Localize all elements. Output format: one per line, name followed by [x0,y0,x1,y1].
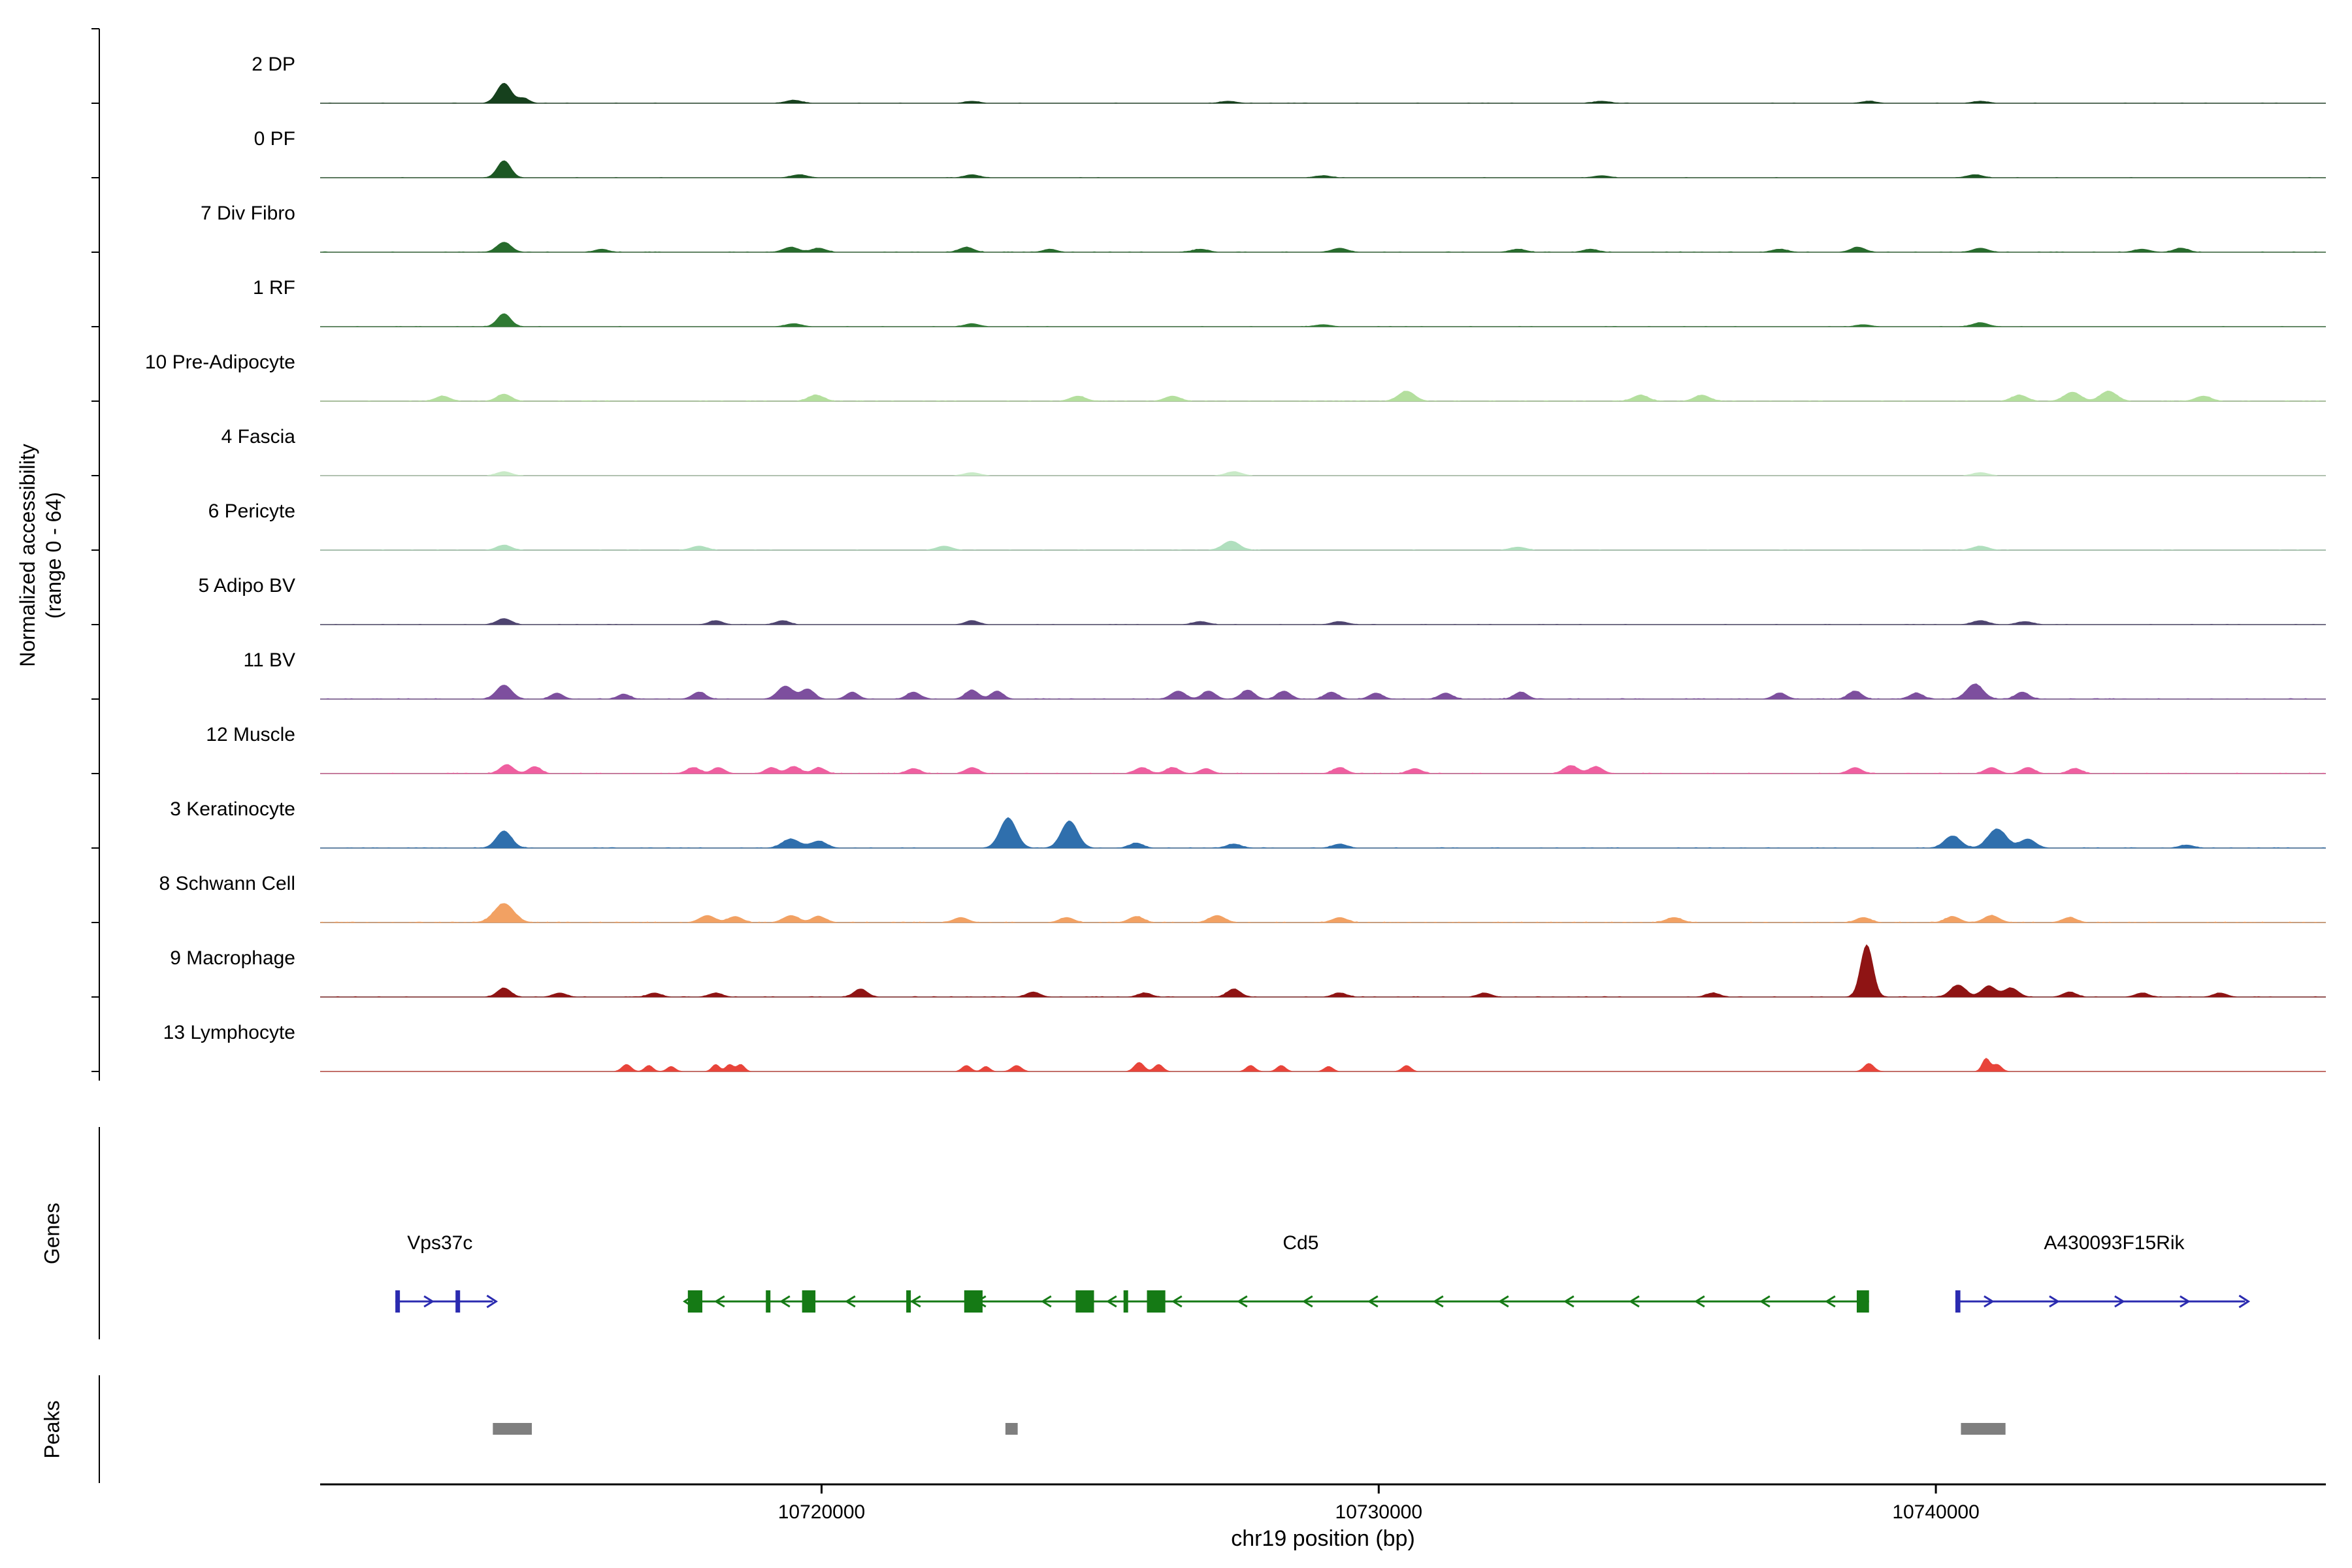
track-label-5-adipo-bv: 5 Adipo BV [198,575,295,596]
gene-strand-arrow [1563,1295,1575,1308]
track-label-9-macrophage: 9 Macrophage [170,947,295,969]
track-label-3-keratinocyte: 3 Keratinocyte [170,798,295,820]
signal-track-8-schwann-cell [319,903,2326,923]
gene-strand-arrow [844,1295,856,1308]
gene-end-arrowhead [2238,1294,2251,1309]
gene-exon-cd5 [964,1290,983,1313]
gene-strand-arrow [1171,1295,1183,1308]
signal-track-6-pericyte [320,540,2326,551]
peak-region-box [493,1423,532,1435]
signal-track-11-bv [320,683,2326,700]
gene-exon-vps37c [395,1290,400,1313]
signal-track-10-pre-adipocyte [320,390,2326,402]
signal-track-9-macrophage [320,944,2326,998]
peak-region-box [1961,1423,2006,1435]
signal-track-12-muscle [320,764,2326,774]
x-axis-title: chr19 position (bp) [1231,1526,1415,1551]
gene-strand-arrow [779,1295,791,1308]
gene-exon-cd5 [1856,1290,1869,1313]
gene-strand-arrow [1693,1295,1705,1308]
x-axis-tick-label: 10720000 [778,1501,865,1523]
gene-strand-arrow [1759,1295,1771,1308]
gene-strand-arrow [2114,1295,2125,1308]
track-label-2-dp: 2 DP [252,54,295,75]
signal-track-3-keratinocyte [320,817,2326,849]
gene-name-vps37c: Vps37c [407,1232,472,1254]
gene-end-arrowhead [486,1294,498,1309]
track-label-0-pf: 0 PF [253,128,295,150]
gene-exon-cd5 [687,1290,703,1313]
signal-track-13-lymphocyte [320,1058,2326,1072]
gene-exon-vps37c [455,1290,461,1313]
gene-strand-arrow [1301,1295,1313,1308]
gene-name-cd5: Cd5 [1282,1232,1318,1254]
gene-strand-arrow [909,1295,921,1308]
gene-name-a430093f15rik: A430093F15Rik [2044,1232,2185,1254]
gene-strand-arrow [1236,1295,1248,1308]
x-axis-tick-label: 10730000 [1335,1501,1422,1523]
gene-exon-cd5 [1147,1290,1166,1313]
gene-strand-arrow [1497,1295,1509,1308]
track-label-12-muscle: 12 Muscle [206,724,295,745]
gene-strand-arrow [1040,1295,1052,1308]
track-label-10-pre-adipocyte: 10 Pre-Adipocyte [144,351,295,373]
track-label-7-div-fibro: 7 Div Fibro [200,203,295,224]
signal-track-2-dp [320,82,2326,104]
signal-track-5-adipo-bv [320,618,2326,625]
track-label-8-schwann-cell: 8 Schwann Cell [159,873,295,894]
track-label-11-bv: 11 BV [243,649,296,671]
gene-strand-arrow [1432,1295,1444,1308]
gene-strand-arrow [1105,1295,1117,1308]
signal-track-7-div-fibro [320,242,2326,253]
gene-exon-cd5 [802,1290,816,1313]
gene-strand-arrow [2049,1295,2060,1308]
gene-strand-arrow [1628,1295,1640,1308]
gene-exon-cd5 [906,1290,911,1313]
gene-exon-cd5 [1075,1290,1094,1313]
gene-strand-arrow [1984,1295,1995,1308]
signal-track-1-rf [320,313,2326,327]
signal-track-0-pf [320,160,2326,178]
gene-strand-arrow [2180,1295,2191,1308]
track-label-6-pericyte: 6 Pericyte [208,500,295,522]
track-label-13-lymphocyte: 13 Lymphocyte [163,1022,295,1043]
track-label-4-fascia: 4 Fascia [221,426,295,448]
track-label-1-rf: 1 RF [252,277,295,299]
signal-track-4-fascia [320,471,2326,476]
gene-strand-arrow [423,1295,434,1308]
gene-exon-cd5 [1123,1290,1128,1313]
gene-exon-a430093f15rik [1955,1290,1961,1313]
peak-region-box [1005,1423,1018,1435]
gene-exon-cd5 [766,1290,771,1313]
x-axis-tick-label: 10740000 [1892,1501,1979,1523]
gene-strand-arrow [713,1295,725,1308]
gene-strand-arrow [1367,1295,1379,1308]
gene-strand-arrow [1824,1295,1836,1308]
